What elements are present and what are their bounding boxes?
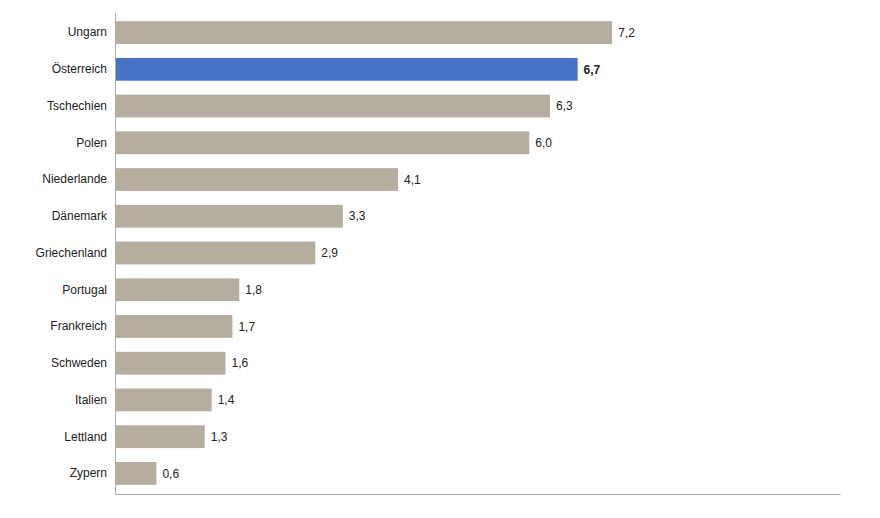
y-tick-label: Niederlande <box>42 172 107 186</box>
y-tick: Niederlande <box>42 172 107 186</box>
y-tick: Lettland <box>64 430 107 444</box>
bars <box>115 21 612 485</box>
bar <box>115 95 550 118</box>
data-label: 1,7 <box>238 320 255 334</box>
y-tick: Ungarn <box>68 25 107 39</box>
y-tick: Frankreich <box>50 319 107 333</box>
bar <box>115 21 612 44</box>
plot-area: Ungarn Österreich Tschechien Polen Niederlan… <box>36 13 841 495</box>
bar <box>115 58 578 81</box>
chart: Ungarn Österreich Tschechien Polen Niederlan… <box>0 0 880 518</box>
y-tick-label: Polen <box>76 136 107 150</box>
data-label: 1,6 <box>231 356 248 370</box>
bar <box>115 352 225 375</box>
x-axis <box>116 494 841 495</box>
y-tick-label: Frankreich <box>50 319 107 333</box>
y-tick-label: Dänemark <box>52 209 108 223</box>
y-tick: Portugal <box>62 283 107 297</box>
y-tick-label: Schweden <box>51 356 107 370</box>
x-axis-line <box>116 494 841 495</box>
data-label: 2,9 <box>321 246 338 260</box>
data-label: 1,8 <box>245 283 262 297</box>
y-tick: Österreich <box>52 62 107 76</box>
y-tick-label: Lettland <box>64 430 107 444</box>
data-label: 1,3 <box>211 430 228 444</box>
data-label: 6,3 <box>556 99 573 113</box>
y-tick-label: Österreich <box>52 62 107 76</box>
bar <box>115 242 315 265</box>
data-label: 3,3 <box>349 209 366 223</box>
data-label: 1,4 <box>218 393 235 407</box>
bar <box>115 205 343 228</box>
y-axis-line <box>115 13 116 495</box>
bar <box>115 462 156 485</box>
y-tick: Polen <box>76 136 107 150</box>
y-tick-label: Zypern <box>70 466 107 480</box>
y-tick-label: Ungarn <box>68 25 107 39</box>
y-tick: Dänemark <box>52 209 108 223</box>
y-tick: Schweden <box>51 356 107 370</box>
data-label: 4,1 <box>404 173 421 187</box>
bar <box>115 389 212 412</box>
y-tick-label: Tschechien <box>47 99 107 113</box>
y-tick-label: Portugal <box>62 283 107 297</box>
data-label: 0,6 <box>162 467 179 481</box>
y-tick: Griechenland <box>36 246 107 260</box>
bar <box>115 278 239 301</box>
y-axis: Ungarn Österreich Tschechien Polen Niederlan… <box>36 13 116 495</box>
bar <box>115 425 205 448</box>
y-tick-label: Griechenland <box>36 246 107 260</box>
bar <box>115 315 232 338</box>
y-tick-label: Italien <box>75 393 107 407</box>
data-label: 6,0 <box>535 136 552 150</box>
data-labels: 7,2 6,7 6,3 6,0 4,1 3,3 2,9 1,8 1,7 1,6 1,4 1,3 0,6 <box>162 26 635 481</box>
y-tick: Tschechien <box>47 99 107 113</box>
data-label: 6,7 <box>584 63 601 77</box>
bar <box>115 168 398 191</box>
y-tick: Zypern <box>70 466 107 480</box>
data-label: 7,2 <box>618 26 635 40</box>
bar <box>115 131 529 154</box>
y-tick: Italien <box>75 393 107 407</box>
